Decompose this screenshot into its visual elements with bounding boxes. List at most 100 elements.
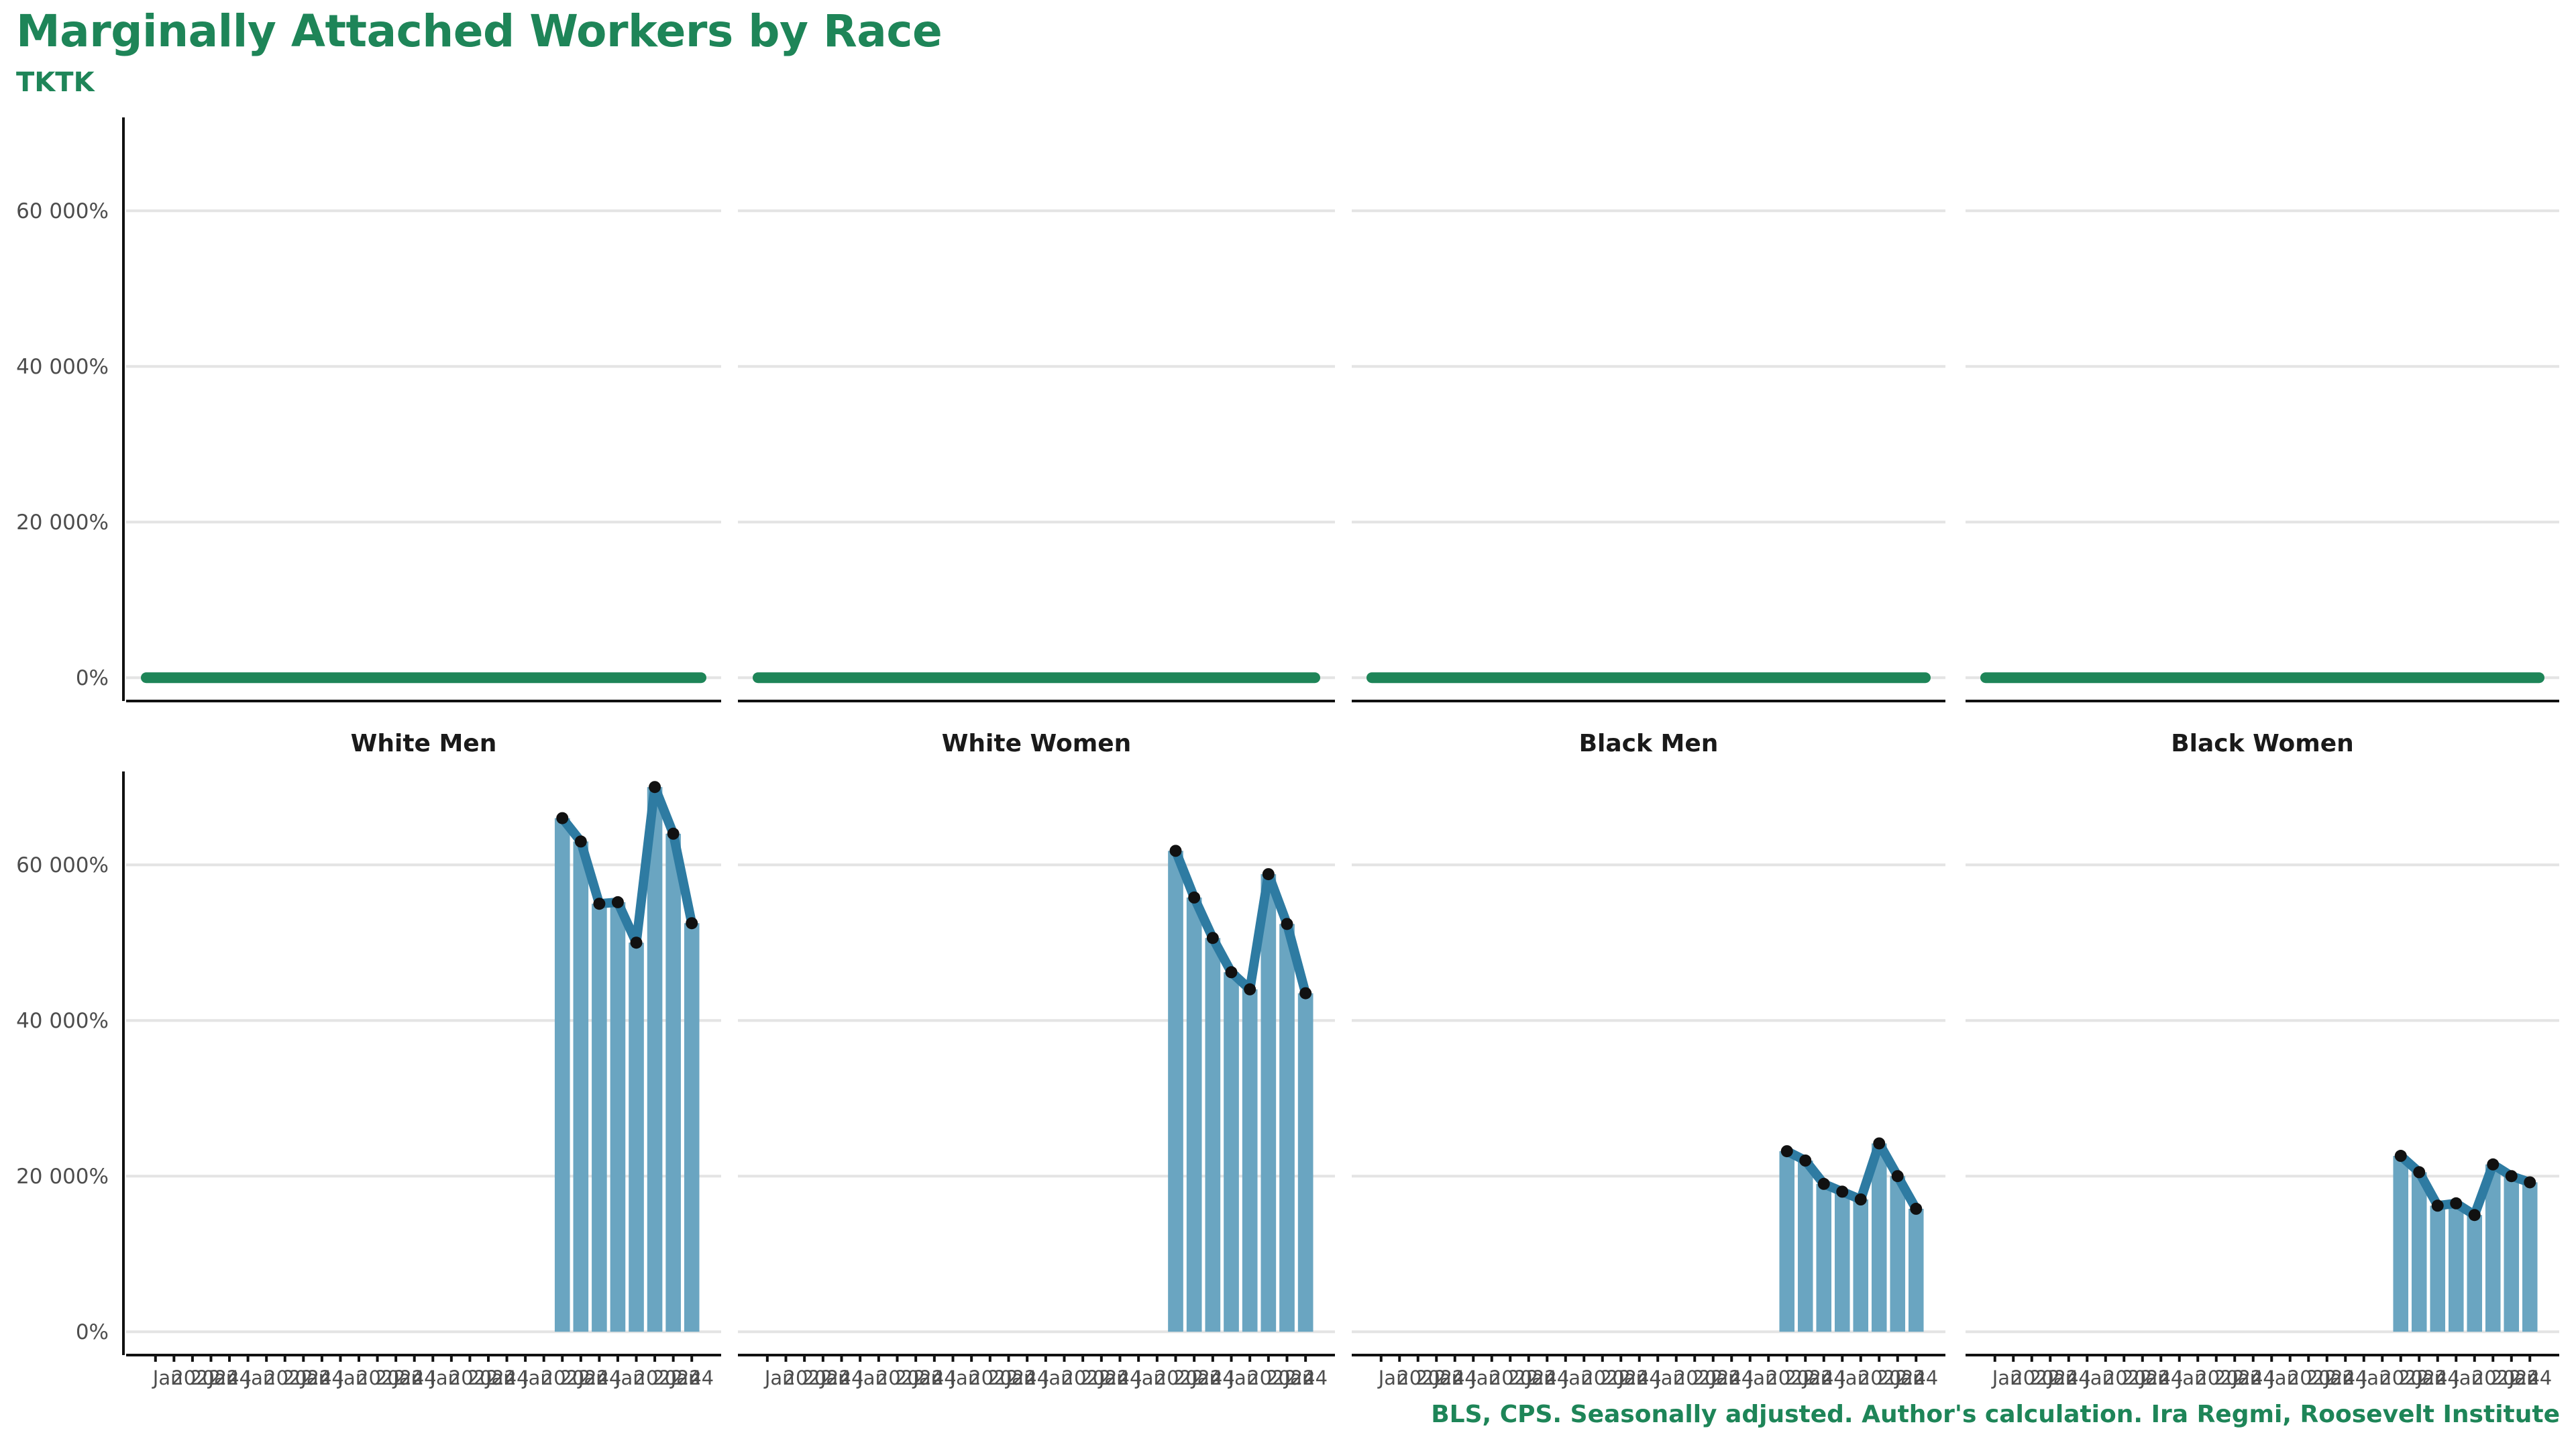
x-tick-label: 24 — [1821, 1366, 1846, 1389]
x-tick-label: 2022 — [1674, 1366, 1723, 1389]
x-tick-label: 24 — [319, 1366, 344, 1389]
x-tick-label: Jan — [244, 1366, 276, 1389]
data-point — [2431, 1199, 2444, 1212]
x-tick-label: 2022 — [1489, 1366, 1539, 1389]
bottom-row-y-tick-label: 20 000% — [16, 1165, 109, 1189]
x-tick-label: 2022 — [2010, 1366, 2060, 1389]
bar — [610, 902, 626, 1332]
x-tick-label: 2024 — [1266, 1366, 1316, 1389]
data-point — [1188, 891, 1201, 904]
data-point — [1244, 983, 1256, 996]
panel-strip-label: Black Men — [1579, 730, 1719, 757]
x-tick-label: 2024 — [1600, 1366, 1650, 1389]
x-tick-label: 2022 — [1155, 1366, 1204, 1389]
x-tick-label: 2022 — [2103, 1366, 2153, 1389]
x-tick-label: Jan — [1525, 1366, 1556, 1389]
data-point — [1817, 1177, 1830, 1190]
x-tick-label: Jan — [1190, 1366, 1222, 1389]
bar — [1168, 851, 1183, 1332]
x-tick-label: 2022 — [876, 1366, 926, 1389]
bottom-row-y-tick-label: 60 000% — [16, 853, 109, 877]
x-tick-label: Jan — [1134, 1366, 1166, 1389]
x-tick-label: 2022 — [356, 1366, 406, 1389]
x-tick-label: Jan — [2323, 1366, 2355, 1389]
x-tick-label: 24 — [2066, 1366, 2091, 1389]
x-tick-label: 2022 — [634, 1366, 684, 1389]
x-tick-label: Jan — [336, 1366, 368, 1389]
bar — [2430, 1205, 2446, 1332]
x-tick-label: 24 — [2527, 1366, 2552, 1389]
x-tick-label: Jan — [912, 1366, 943, 1389]
x-tick-label: Jan — [577, 1366, 608, 1389]
data-point — [1780, 1145, 1793, 1158]
data-point — [1225, 966, 1238, 979]
x-tick-label: Jan — [152, 1366, 183, 1389]
x-tick-label: 24 — [839, 1366, 864, 1389]
x-tick-label: 2024 — [375, 1366, 425, 1389]
x-tick-label: 2024 — [467, 1366, 517, 1389]
data-point — [667, 827, 680, 840]
panel-strip-label: Black Women — [2171, 730, 2354, 757]
x-tick-label: 2024 — [802, 1366, 851, 1389]
x-tick-label: 2024 — [190, 1366, 239, 1389]
data-point — [2450, 1197, 2463, 1210]
bar — [1205, 938, 1221, 1332]
x-tick-label: 24 — [689, 1366, 714, 1389]
x-tick-label: Jan — [1283, 1366, 1315, 1389]
bar — [1816, 1183, 1832, 1332]
bar — [554, 818, 570, 1332]
x-tick-label: Jan — [1617, 1366, 1648, 1389]
x-tick-label: 24 — [1452, 1366, 1477, 1389]
chart-subtitle: TKTK — [16, 67, 95, 98]
data-point — [556, 812, 569, 824]
bar — [2393, 1156, 2409, 1332]
x-tick-label: Jan — [2267, 1366, 2299, 1389]
top-row-y-tick-label: 60 000% — [16, 199, 109, 223]
bar — [647, 787, 663, 1332]
bar — [1908, 1208, 1924, 1332]
x-tick-label: Jan — [819, 1366, 851, 1389]
data-point — [2413, 1166, 2426, 1179]
x-tick-label: 24 — [1637, 1366, 1662, 1389]
x-tick-label: 2022 — [1062, 1366, 1112, 1389]
x-tick-label: 2022 — [541, 1366, 591, 1389]
chart-caption: BLS, CPS. Seasonally adjusted. Author's … — [1431, 1401, 2560, 1428]
chart-title: Marginally Attached Workers by Race — [16, 5, 943, 57]
x-tick-label: 2024 — [2490, 1366, 2540, 1389]
x-tick-label: Jan — [1097, 1366, 1129, 1389]
x-tick-label: 24 — [1729, 1366, 1754, 1389]
x-tick-label: 24 — [504, 1366, 529, 1389]
bar — [1890, 1176, 1906, 1332]
x-tick-label: 2024 — [282, 1366, 332, 1389]
x-tick-label: 2024 — [987, 1366, 1037, 1389]
bar — [592, 904, 607, 1332]
x-tick-label: Jan — [949, 1366, 981, 1389]
bar — [1224, 972, 1239, 1332]
bar — [1797, 1161, 1813, 1332]
x-tick-label: Jan — [299, 1366, 331, 1389]
data-point — [1873, 1137, 1886, 1150]
x-tick-label: 24 — [932, 1366, 957, 1389]
bar — [1242, 989, 1258, 1332]
data-point — [611, 896, 624, 908]
x-tick-label: Jan — [429, 1366, 460, 1389]
x-tick-label: Jan — [2231, 1366, 2262, 1389]
bar — [2411, 1172, 2427, 1332]
x-tick-label: 2024 — [1415, 1366, 1465, 1389]
data-point — [2505, 1170, 2518, 1183]
x-tick-label: Jan — [1991, 1366, 2023, 1389]
x-tick-label: 2024 — [895, 1366, 945, 1389]
data-point — [1799, 1155, 1812, 1167]
x-tick-label: 2022 — [969, 1366, 1018, 1389]
x-tick-label: 2024 — [1080, 1366, 1130, 1389]
bar — [665, 833, 681, 1332]
bar — [1834, 1191, 1850, 1332]
x-tick-label: Jan — [484, 1366, 516, 1389]
x-tick-label: 2024 — [559, 1366, 609, 1389]
top-row-y-tick-label: 40 000% — [16, 355, 109, 379]
x-tick-label: Jan — [2360, 1366, 2392, 1389]
x-tick-label: 24 — [1024, 1366, 1049, 1389]
x-tick-label: Jan — [1654, 1366, 1685, 1389]
x-tick-label: Jan — [763, 1366, 795, 1389]
